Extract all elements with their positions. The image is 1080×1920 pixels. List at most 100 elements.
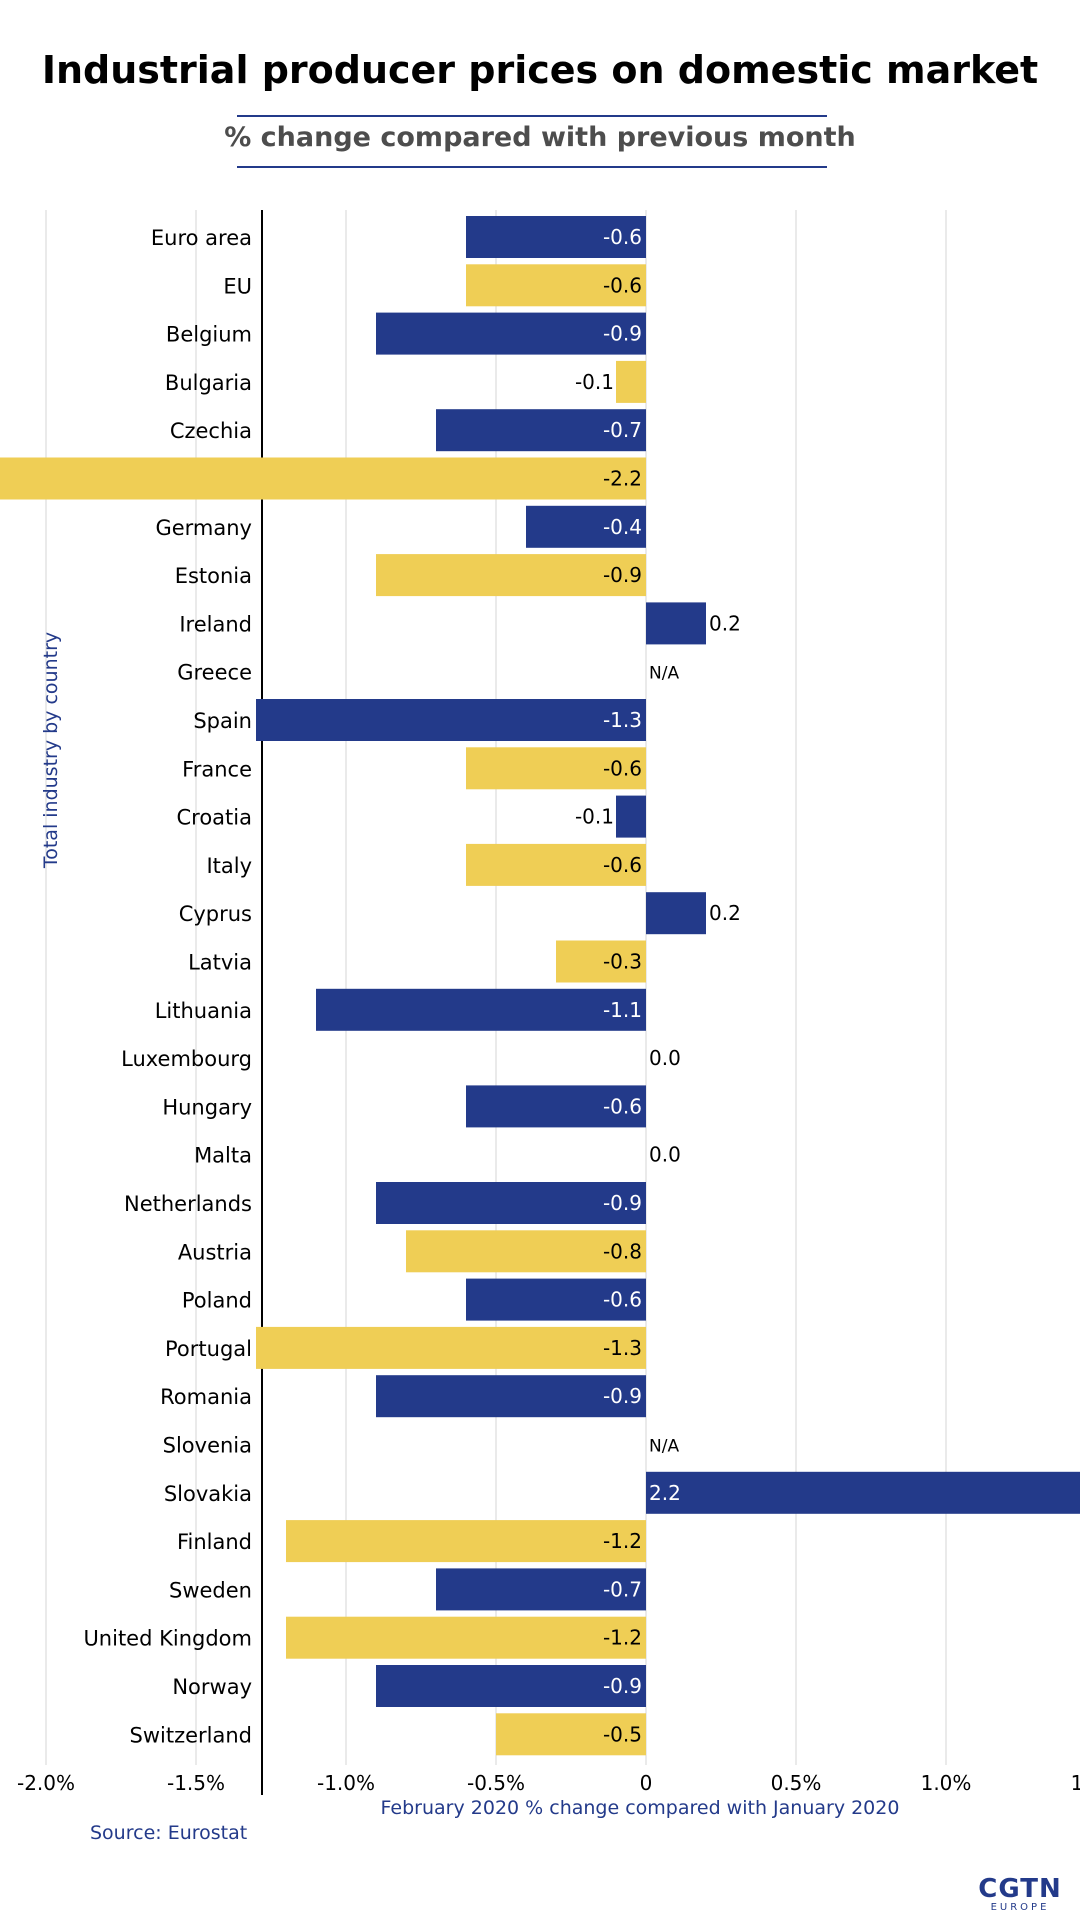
- bar: [376, 1665, 646, 1707]
- bar: [376, 312, 646, 355]
- bar: [406, 1230, 646, 1273]
- chart-subtitle: % change compared with previous month: [224, 122, 856, 153]
- bar: [646, 892, 706, 935]
- category-label: Belgium: [166, 323, 252, 347]
- value-label: -0.8: [603, 1239, 642, 1263]
- value-label: 0.0: [649, 1046, 681, 1070]
- x-tick-label: -1.0%: [317, 1771, 375, 1795]
- bar: [436, 1568, 646, 1611]
- category-label: Lithuania: [155, 999, 252, 1023]
- value-label: 0.2: [709, 611, 741, 635]
- category-label: Greece: [177, 661, 252, 685]
- value-label: -0.9: [603, 563, 642, 587]
- bar: [466, 1278, 646, 1321]
- bar: [646, 1471, 1080, 1514]
- bar: [0, 457, 646, 500]
- bar: [376, 554, 646, 597]
- category-label: Poland: [182, 1289, 252, 1313]
- value-label: -0.6: [603, 1094, 642, 1118]
- value-label: -0.1: [575, 805, 614, 829]
- value-label: -1.3: [603, 1336, 642, 1360]
- value-label: 0.0: [649, 1143, 681, 1167]
- value-label: -0.6: [603, 225, 642, 249]
- category-label: Malta: [194, 1144, 252, 1168]
- value-label: -1.1: [603, 998, 642, 1022]
- value-label: -0.9: [603, 322, 642, 346]
- category-label: Cyprus: [179, 902, 252, 926]
- value-label: -0.7: [603, 418, 642, 442]
- bar: [256, 1326, 646, 1369]
- value-label: 2.2: [649, 1481, 681, 1505]
- category-label: Finland: [177, 1530, 252, 1554]
- value-label: -2.2: [603, 467, 642, 491]
- value-label: -0.9: [603, 1674, 642, 1698]
- subtitle-top-rule: [237, 115, 827, 117]
- value-label: -1.2: [603, 1626, 642, 1650]
- category-label: Estonia: [175, 564, 252, 588]
- value-label: -0.1: [575, 370, 614, 394]
- value-label: -0.6: [603, 1288, 642, 1312]
- category-label: Slovenia: [163, 1434, 252, 1458]
- category-label: Norway: [172, 1675, 252, 1699]
- logo-wordmark: CGTN: [978, 1874, 1062, 1904]
- category-label: Hungary: [162, 1095, 252, 1119]
- category-label: Netherlands: [124, 1192, 252, 1216]
- bar: [526, 505, 646, 548]
- bar: [376, 1182, 646, 1224]
- cgtn-europe-logo: CGTN EUROPE: [970, 1876, 1070, 1913]
- category-label: Portugal: [165, 1337, 252, 1361]
- x-tick-label: 0: [640, 1771, 653, 1795]
- bar: [466, 747, 646, 790]
- value-label: -1.3: [603, 708, 642, 732]
- bar: [466, 1085, 646, 1128]
- bar: [556, 940, 646, 983]
- category-label: Italy: [206, 854, 252, 878]
- category-label: Switzerland: [130, 1723, 253, 1747]
- value-label: -0.3: [603, 950, 642, 974]
- category-label: Austria: [178, 1240, 252, 1264]
- category-label: EU: [223, 274, 252, 298]
- bar: [466, 264, 646, 307]
- bar: [616, 360, 646, 403]
- category-label: Luxembourg: [121, 1047, 252, 1071]
- bar: [256, 699, 646, 741]
- category-label: Latvia: [188, 951, 252, 975]
- bar: [286, 1520, 646, 1563]
- value-label: -0.9: [603, 1384, 642, 1408]
- value-label: -0.4: [603, 515, 642, 539]
- value-label: -0.9: [603, 1191, 642, 1215]
- chart-title: Industrial producer prices on domestic m…: [41, 48, 1039, 92]
- y-axis-label: Total industry by country: [40, 631, 62, 869]
- category-label: Romania: [160, 1385, 252, 1409]
- bar: [436, 409, 646, 452]
- x-tick-label: 1.5%: [1071, 1771, 1080, 1795]
- x-tick-label: 1.0%: [921, 1771, 972, 1795]
- category-label: Czechia: [170, 419, 252, 443]
- x-tick-label: -2.0%: [17, 1771, 75, 1795]
- category-label: Ireland: [179, 612, 252, 636]
- logo-subline: EUROPE: [990, 1902, 1050, 1913]
- value-label: N/A: [649, 1437, 679, 1457]
- x-tick-label: 0.5%: [771, 1771, 822, 1795]
- category-label: France: [182, 757, 252, 781]
- x-axis-label: February 2020 % change compared with Jan…: [380, 1797, 900, 1819]
- value-label: -0.7: [603, 1577, 642, 1601]
- value-label: 0.2: [709, 901, 741, 925]
- category-label: Spain: [193, 709, 252, 733]
- value-label: N/A: [649, 664, 679, 684]
- value-label: -0.5: [603, 1722, 642, 1746]
- x-tick-label: -1.5%: [167, 1771, 225, 1795]
- value-label: -0.6: [603, 853, 642, 877]
- bar: [376, 1375, 646, 1418]
- bar: [286, 1616, 646, 1659]
- x-tick-label: -0.5%: [467, 1771, 525, 1795]
- value-label: -0.6: [603, 756, 642, 780]
- bar: [616, 795, 646, 838]
- category-label: Sweden: [169, 1578, 252, 1602]
- value-label: -0.6: [603, 273, 642, 297]
- category-label: Germany: [155, 516, 252, 540]
- value-label: -1.2: [603, 1529, 642, 1553]
- category-label: Croatia: [177, 806, 253, 830]
- bar: [646, 602, 706, 645]
